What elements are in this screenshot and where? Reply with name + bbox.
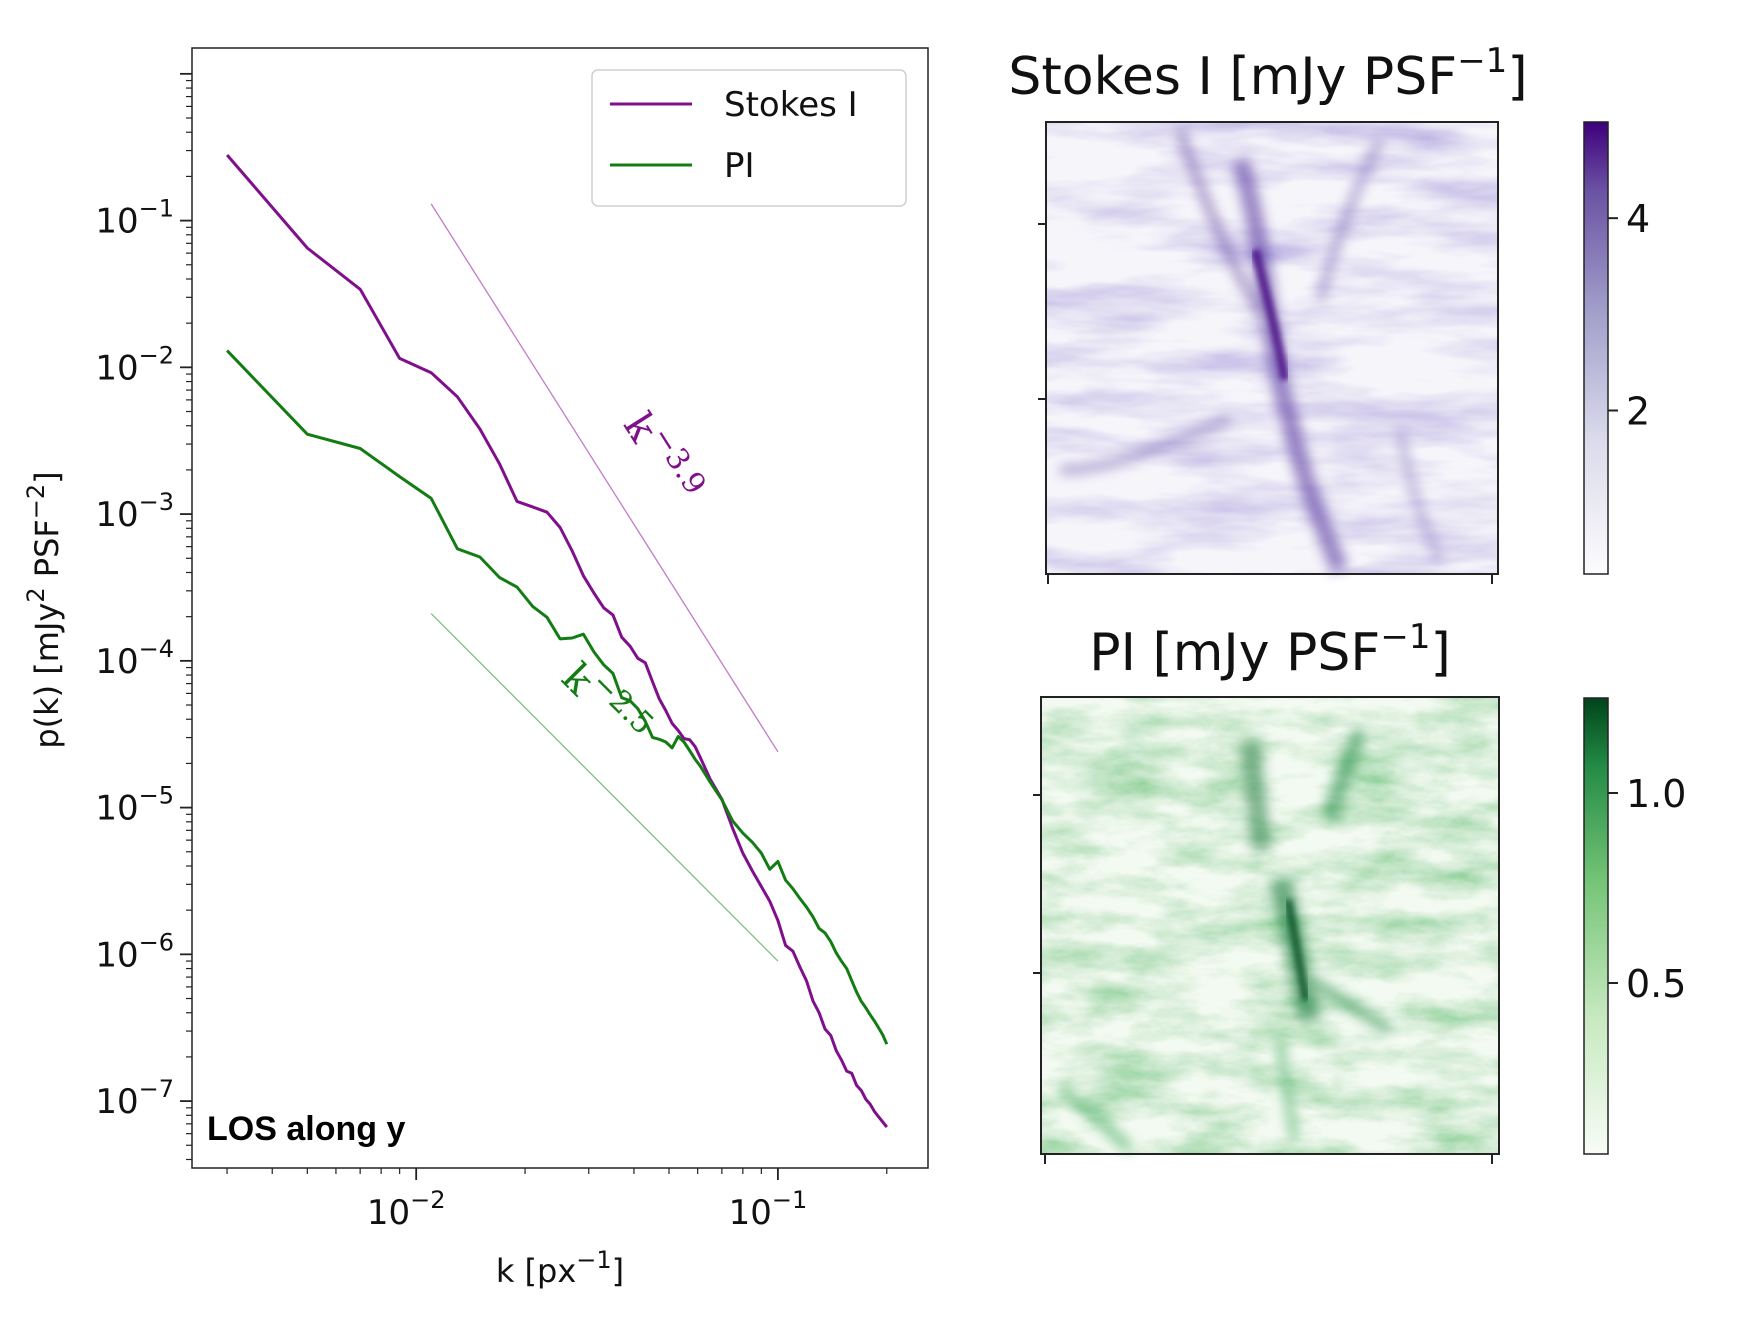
pi-panel: PI [mJy PSF−1] 0.5 1.0 [1033,617,1686,1164]
y-tick-label: 10−2 [95,341,174,388]
pi-colorbar-tick-label: 1.0 [1626,772,1686,816]
stokes-i-colorbar-tick-label: 2 [1626,390,1650,434]
series-lines [225,154,889,1129]
x-axis-label: k [px−1] [496,1246,624,1290]
stokes-i-colorbar-tick-label: 4 [1626,197,1650,241]
stokes-i-title: Stokes I [mJy PSF−1] [1008,41,1527,107]
reference-lines [430,203,779,962]
x-axis-ticks: 10−2 10−1 [226,1168,888,1233]
pi-colorbar: 0.5 1.0 [1583,697,1686,1155]
x-tick-label: 10−2 [367,1186,446,1233]
y-tick-label: 10−7 [95,1075,174,1122]
y-axis-ticks: 10−1 10−2 10−3 10−4 10−5 10−6 10−7 [95,72,192,1161]
series-line [226,349,889,1045]
stokes-i-colorbar: 24 [1583,121,1650,575]
plot-area [191,47,929,1169]
y-axis-label: p(k) [mJy2 PSF−2] [22,471,66,748]
reference-line [430,203,779,753]
series-line [225,154,888,1129]
stokes-i-heatmap [1038,121,1499,584]
power-spectrum-plot: 10−110−210−310−410−510−610−7 10−2 10−1 k−… [22,47,929,1290]
y-tick-label: 10−6 [95,928,174,975]
legend-label-pi: PI [724,146,755,186]
legend-label-stokes-i: Stokes I [724,85,858,125]
pi-colorbar-tick-label: 0.5 [1626,962,1686,1006]
reference-line [430,613,779,962]
y-tick-label: 10−1 [95,195,174,242]
y-tick-label: 10−5 [95,782,174,829]
pi-heatmap [1033,696,1500,1164]
legend: Stokes I PI [591,69,907,207]
y-tick-label: 10−4 [95,635,174,682]
pi-title: PI [mJy PSF−1] [1089,617,1451,683]
x-tick-label: 10−1 [729,1186,808,1233]
stokes-i-panel: Stokes I [mJy PSF−1] 24 [1008,41,1650,584]
los-annotation: LOS along y [207,1110,405,1148]
y-tick-label: 10−3 [95,488,174,535]
